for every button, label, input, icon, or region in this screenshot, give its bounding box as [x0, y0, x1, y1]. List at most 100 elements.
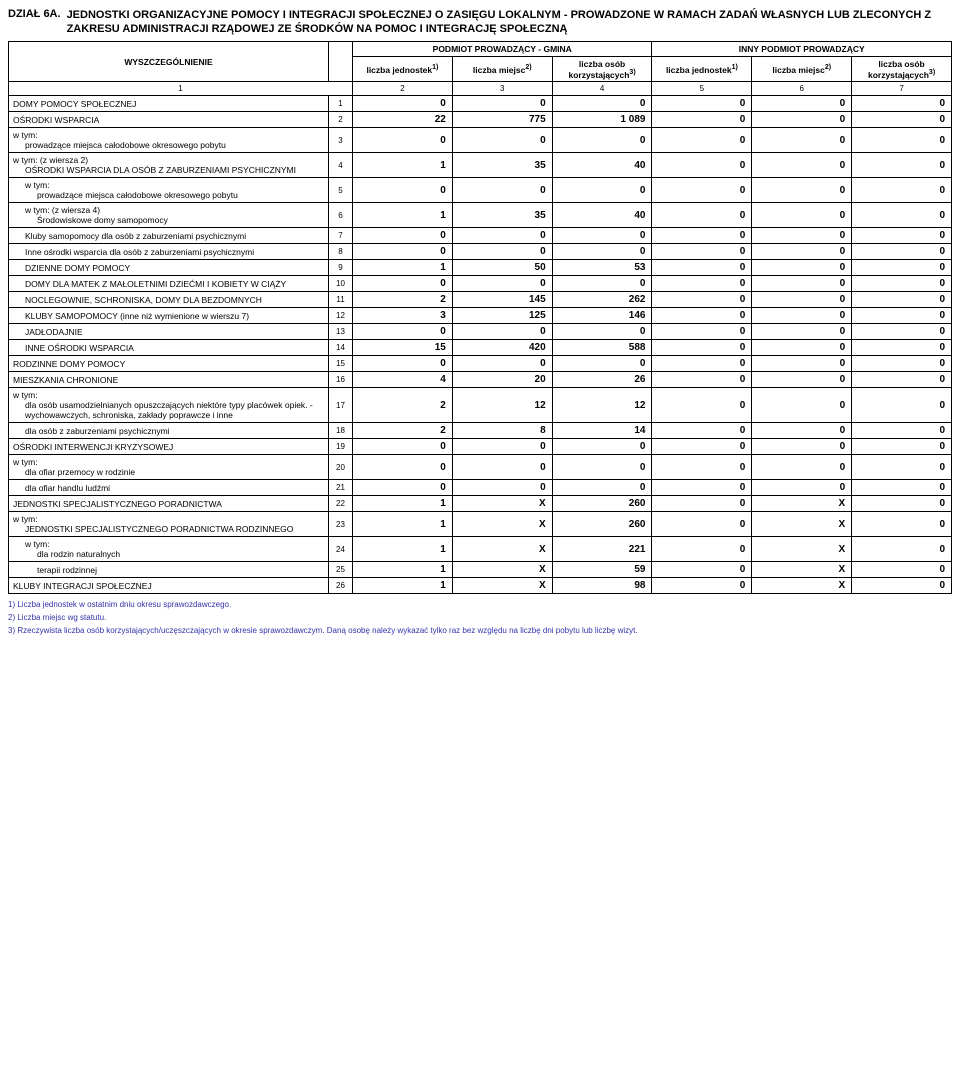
- row-label: w tym: (z wiersza 4)Środowiskowe domy sa…: [9, 203, 329, 228]
- row-number: 10: [329, 276, 353, 292]
- row-label: KLUBY SAMOPOMOCY (inne niż wymienione w …: [9, 308, 329, 324]
- row-number: 9: [329, 260, 353, 276]
- cell-value: 0: [752, 372, 852, 388]
- cell-value: 0: [752, 292, 852, 308]
- cell-value: X: [452, 496, 552, 512]
- cell-value: 0: [552, 324, 652, 340]
- cell-value: 0: [752, 153, 852, 178]
- cell-value: 0: [752, 276, 852, 292]
- cell-value: 0: [353, 128, 453, 153]
- cell-value: 260: [552, 496, 652, 512]
- row-label: w tym: (z wiersza 2)OŚRODKI WSPARCIA DLA…: [9, 153, 329, 178]
- cell-value: X: [752, 537, 852, 562]
- cell-value: 0: [852, 292, 952, 308]
- row-number: 22: [329, 496, 353, 512]
- cell-value: 0: [652, 388, 752, 423]
- table-row: MIESZKANIA CHRONIONE1642026000: [9, 372, 952, 388]
- cell-value: 40: [552, 153, 652, 178]
- footnote-2: 2) Liczba miejsc wg statutu.: [8, 613, 952, 622]
- cell-value: 0: [552, 228, 652, 244]
- cell-value: 0: [852, 340, 952, 356]
- colnum-1: 1: [9, 82, 353, 96]
- row-number: 6: [329, 203, 353, 228]
- footnote-3: 3) Rzeczywista liczba osób korzystającyc…: [8, 626, 952, 635]
- cell-value: 0: [852, 423, 952, 439]
- cell-value: 0: [752, 388, 852, 423]
- row-label: dla osób z zaburzeniami psychicznymi: [9, 423, 329, 439]
- colnum-4: 4: [552, 82, 652, 96]
- cell-value: 40: [552, 203, 652, 228]
- table-row: KLUBY SAMOPOMOCY (inne niż wymienione w …: [9, 308, 952, 324]
- cell-value: 0: [852, 512, 952, 537]
- row-label: w tym:dla ofiar przemocy w rodzinie: [9, 455, 329, 480]
- cell-value: 35: [452, 153, 552, 178]
- cell-value: 0: [552, 480, 652, 496]
- row-label: JEDNOSTKI SPECJALISTYCZNEGO PORADNICTWA: [9, 496, 329, 512]
- cell-value: 0: [452, 228, 552, 244]
- cell-value: 98: [552, 578, 652, 594]
- row-number: 4: [329, 153, 353, 178]
- table-row: NOCLEGOWNIE, SCHRONISKA, DOMY DLA BEZDOM…: [9, 292, 952, 308]
- table-row: w tym:dla ofiar przemocy w rodzinie20000…: [9, 455, 952, 480]
- cell-value: 0: [852, 480, 952, 496]
- cell-value: 0: [652, 537, 752, 562]
- row-number: 8: [329, 244, 353, 260]
- cell-value: 0: [353, 96, 453, 112]
- row-number: 23: [329, 512, 353, 537]
- cell-value: 0: [852, 203, 952, 228]
- cell-value: 1: [353, 562, 453, 578]
- cell-value: 0: [852, 439, 952, 455]
- cell-value: 0: [852, 455, 952, 480]
- cell-value: 0: [452, 276, 552, 292]
- row-label: w tym:prowadzące miejsca całodobowe okre…: [9, 128, 329, 153]
- cell-value: 0: [652, 423, 752, 439]
- cell-value: 0: [752, 308, 852, 324]
- cell-value: X: [752, 562, 852, 578]
- table-row: w tym:dla rodzin naturalnych241X2210X0: [9, 537, 952, 562]
- cell-value: 0: [353, 480, 453, 496]
- cell-value: 12: [552, 388, 652, 423]
- table-body: DOMY POMOCY SPOŁECZNEJ1000000OŚRODKI WSP…: [9, 96, 952, 594]
- cell-value: 0: [552, 455, 652, 480]
- header-miejsc-1: liczba miejsc2): [452, 56, 552, 82]
- colnum-6: 6: [752, 82, 852, 96]
- cell-value: 35: [452, 203, 552, 228]
- cell-value: 0: [752, 203, 852, 228]
- cell-value: 0: [552, 244, 652, 260]
- row-label: Inne ośrodki wsparcia dla osób z zaburze…: [9, 244, 329, 260]
- row-number: 12: [329, 308, 353, 324]
- cell-value: 0: [852, 112, 952, 128]
- row-label: w tym:prowadzące miejsca całodobowe okre…: [9, 178, 329, 203]
- cell-value: 0: [452, 244, 552, 260]
- cell-value: 1: [353, 203, 453, 228]
- cell-value: 59: [552, 562, 652, 578]
- cell-value: 0: [852, 537, 952, 562]
- table-row: DOMY POMOCY SPOŁECZNEJ1000000: [9, 96, 952, 112]
- cell-value: 0: [652, 203, 752, 228]
- cell-value: 53: [552, 260, 652, 276]
- cell-value: 0: [752, 423, 852, 439]
- colnum-5: 5: [652, 82, 752, 96]
- cell-value: 1 089: [552, 112, 652, 128]
- cell-value: 221: [552, 537, 652, 562]
- cell-value: 1: [353, 496, 453, 512]
- cell-value: 0: [353, 244, 453, 260]
- cell-value: 588: [552, 340, 652, 356]
- cell-value: 0: [752, 455, 852, 480]
- row-label: DZIENNE DOMY POMOCY: [9, 260, 329, 276]
- cell-value: 0: [852, 153, 952, 178]
- cell-value: 0: [852, 308, 952, 324]
- table-row: KLUBY INTEGRACJI SPOŁECZNEJ261X980X0: [9, 578, 952, 594]
- header-jednostek-2: liczba jednostek1): [652, 56, 752, 82]
- colnum-3: 3: [452, 82, 552, 96]
- cell-value: 0: [452, 324, 552, 340]
- cell-value: 0: [852, 96, 952, 112]
- table-row: OŚRODKI WSPARCIA2227751 089000: [9, 112, 952, 128]
- cell-value: 0: [652, 178, 752, 203]
- table-row: INNE OŚRODKI WSPARCIA1415420588000: [9, 340, 952, 356]
- cell-value: 0: [852, 128, 952, 153]
- cell-value: X: [752, 496, 852, 512]
- cell-value: 0: [353, 439, 453, 455]
- cell-value: 26: [552, 372, 652, 388]
- row-number: 16: [329, 372, 353, 388]
